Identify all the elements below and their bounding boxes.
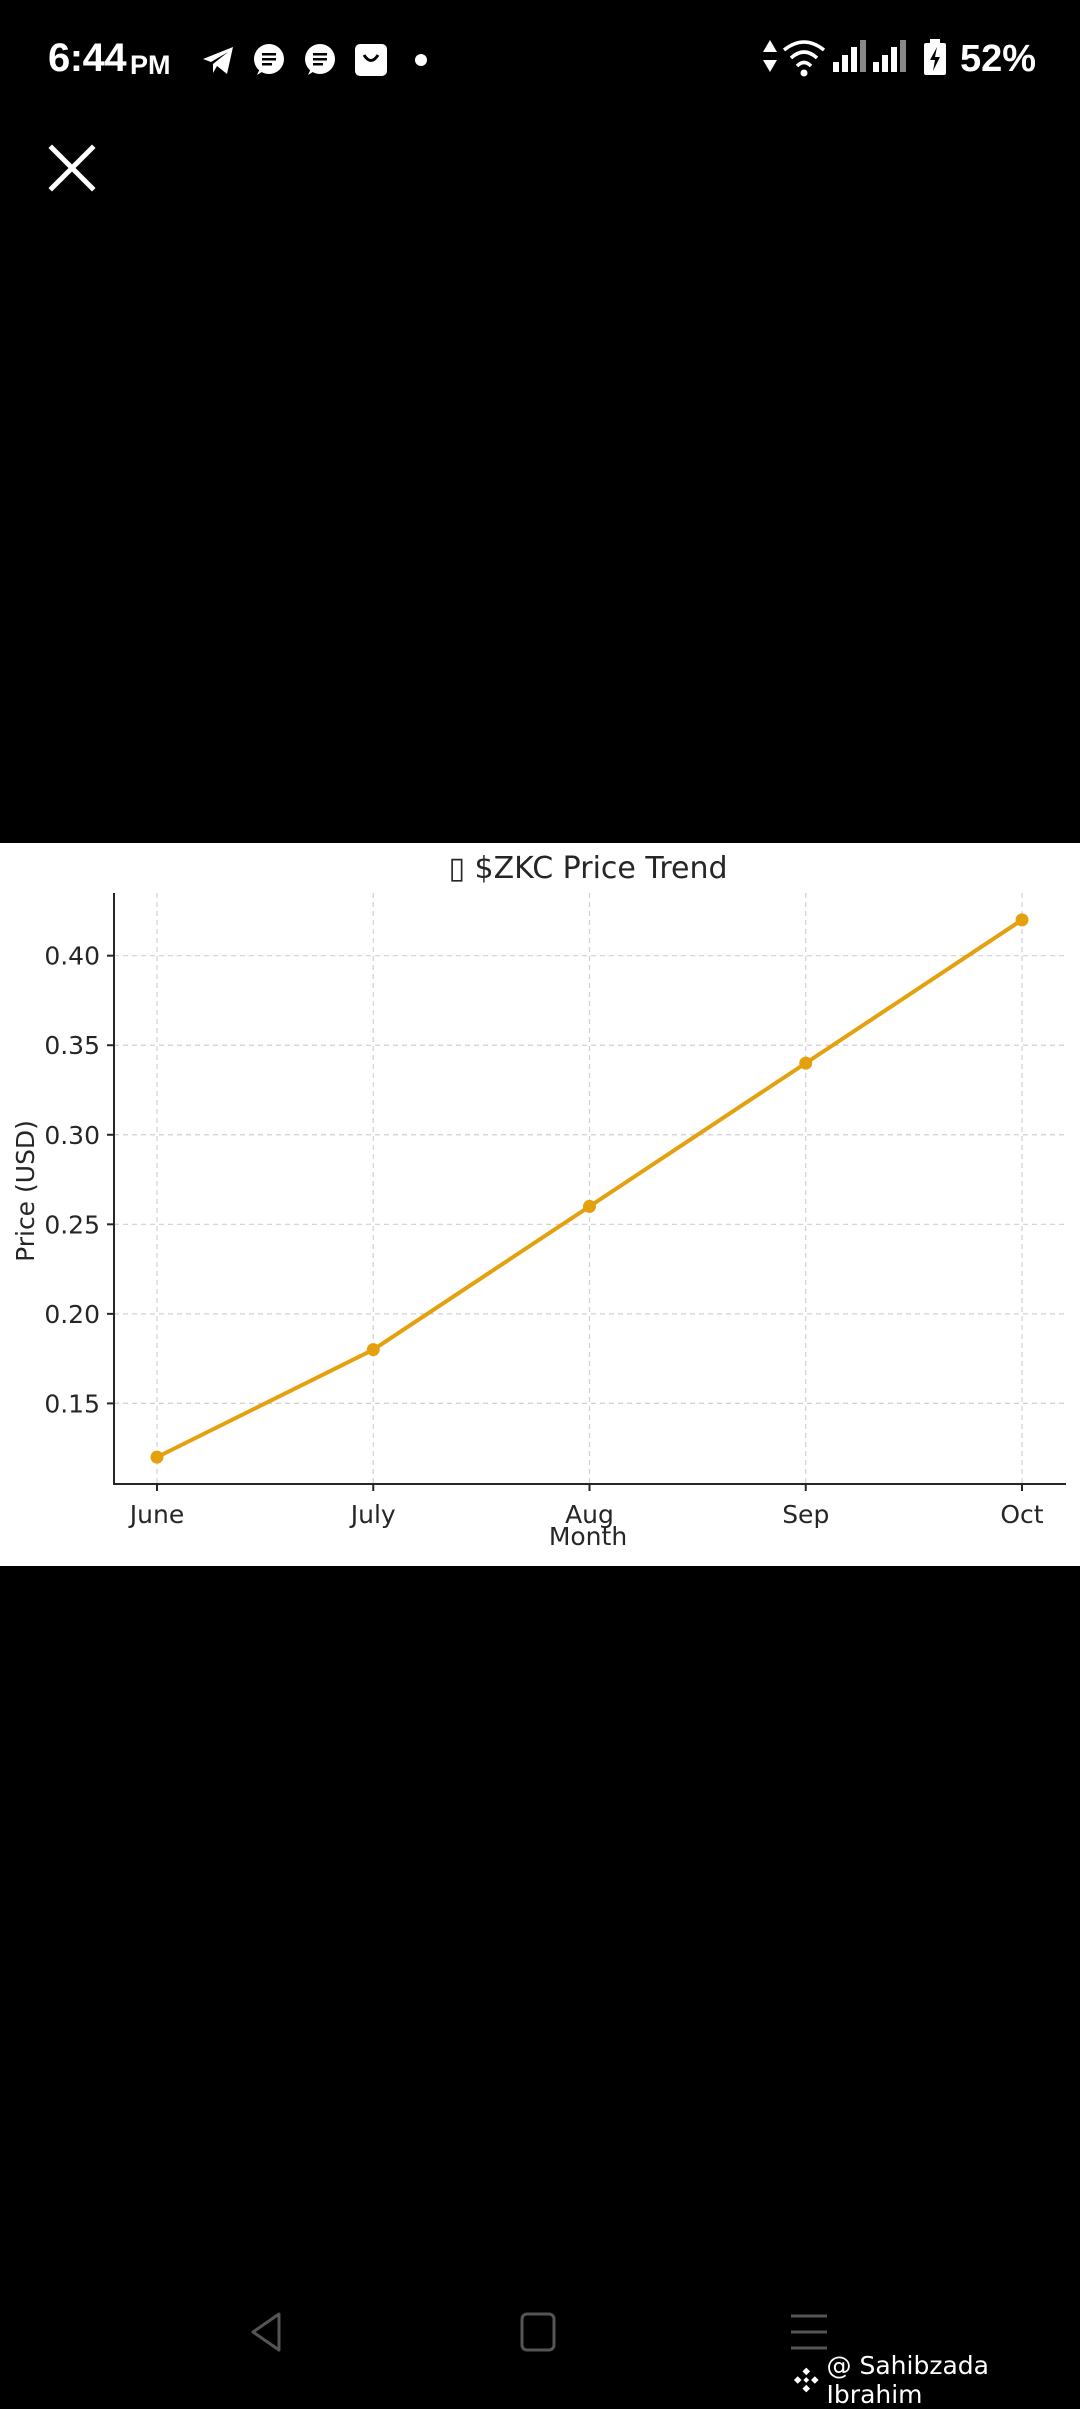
data-point (150, 1450, 164, 1464)
watermark: @ Sahibzada Ibrahim (792, 2351, 1080, 2409)
binance-logo-icon (793, 2367, 819, 2393)
telegram-icon (203, 47, 233, 74)
chart-image: ▯ $ZKC Price Trend 0.15 0.20 0.25 0.30 0.35 0… (0, 843, 1080, 1566)
data-point (1015, 913, 1029, 927)
home-nav-icon[interactable] (518, 2310, 558, 2354)
y-tick-label: 0.20 (44, 1300, 100, 1329)
chart-axes (113, 893, 1066, 1485)
back-nav-icon[interactable] (246, 2310, 286, 2354)
message-icon (254, 44, 284, 75)
shop-icon (355, 44, 387, 76)
signal-icon-2 (873, 40, 906, 72)
data-point (366, 1343, 380, 1357)
status-time: 6:44 (48, 36, 127, 80)
x-tick-label: Aug (565, 1500, 614, 1529)
message-icon (305, 44, 335, 75)
x-tick-label: July (349, 1500, 396, 1529)
y-axis-label: Price (USD) (11, 1120, 40, 1262)
close-icon[interactable] (44, 140, 100, 196)
status-ampm: PM (130, 50, 171, 80)
y-tick-label: 0.35 (44, 1031, 100, 1060)
data-point (799, 1056, 813, 1070)
signal-icon (833, 40, 866, 72)
data-point (583, 1199, 596, 1213)
x-tick-label: June (128, 1500, 184, 1529)
chart-series (150, 913, 1029, 1464)
recents-nav-icon[interactable] (788, 2310, 830, 2354)
wifi-icon (782, 40, 826, 77)
x-tick-label: Sep (782, 1500, 829, 1529)
x-tick-label: Oct (1000, 1500, 1043, 1529)
battery-percentage: 52% (960, 38, 1037, 80)
chart-grid (114, 893, 1066, 1484)
chart-ticks: 0.15 0.20 0.25 0.30 0.35 0.40 June July Aug Sep Oc… (44, 942, 1043, 1529)
x-axis-label: Month (549, 1522, 627, 1551)
chart-title: ▯ $ZKC Price Trend (448, 851, 727, 886)
price-line (156, 918, 1024, 1459)
y-tick-label: 0.15 (44, 1389, 100, 1418)
y-tick-label: 0.40 (44, 942, 100, 971)
y-tick-label: 0.25 (44, 1210, 100, 1239)
data-arrows-icon (763, 40, 777, 72)
watermark-text: @ Sahibzada Ibrahim (826, 2351, 989, 2409)
more-notifications-dot (415, 54, 427, 66)
status-bar: 6:44 PM 52% (0, 0, 1080, 120)
battery-charging-icon (924, 39, 946, 75)
price-trend-chart: ▯ $ZKC Price Trend 0.150.200.250.300.350… (11, 851, 1066, 1551)
y-tick-label: 0.30 (44, 1121, 100, 1150)
